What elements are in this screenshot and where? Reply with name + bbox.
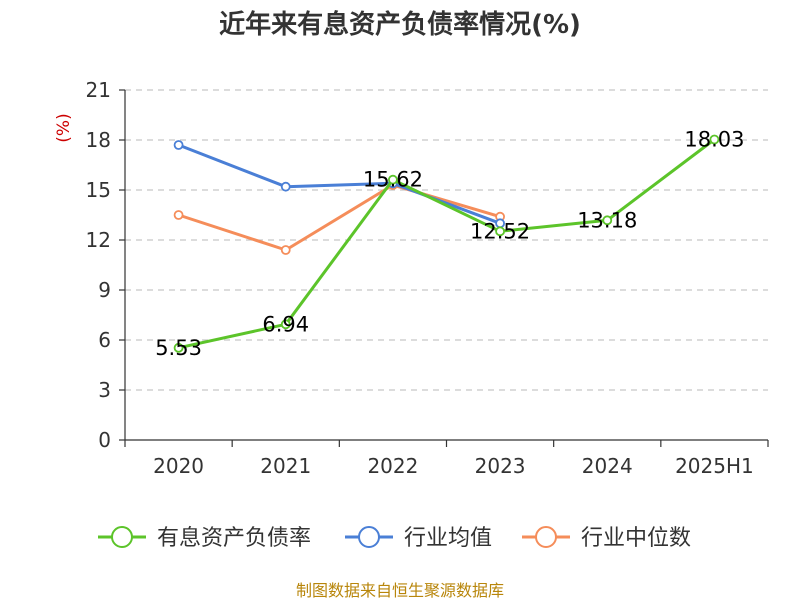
x-tick-label: 2021 [260, 454, 311, 478]
y-tick-label: 15 [86, 178, 111, 202]
data-point [173, 210, 184, 220]
data-label: 13.18 [577, 208, 637, 232]
source-footer: 制图数据来自恒生聚源数据库 [295, 581, 504, 600]
legend-item-2[interactable]: 行业中位数 [522, 526, 691, 551]
data-label: 12.52 [470, 219, 530, 243]
y-unit-label: (%) [54, 113, 74, 142]
grid-lines [125, 89, 768, 391]
y-tick-label: 21 [86, 78, 111, 102]
y-tick-label: 12 [86, 228, 111, 252]
y-tick-label: 6 [98, 328, 111, 352]
y-tick-label: 3 [98, 378, 111, 402]
x-tick-label: 2022 [367, 454, 418, 478]
data-point [280, 245, 291, 255]
data-point [388, 174, 398, 185]
data-point [280, 181, 291, 192]
y-tick-label: 18 [86, 128, 111, 152]
x-tick-label: 2023 [475, 454, 526, 478]
data-labels: 5.53 6.94 15.62 12.52 13.18 18.03 [155, 128, 744, 360]
legend-marker [111, 526, 133, 548]
legend-label: 有息资产负债率 [157, 526, 311, 551]
data-point [280, 319, 291, 330]
legend-item-1[interactable]: 行业均值 [345, 526, 492, 551]
data-point [602, 215, 613, 226]
y-tick-label: 0 [98, 428, 111, 452]
data-label: 5.53 [155, 336, 202, 360]
legend-marker [535, 526, 557, 548]
axes: 0 3 6 9 12 15 18 21 2020 2021 2022 2023 2024 2025H1 [86, 78, 769, 478]
legend-item-0[interactable]: 有息资产负债率 [98, 526, 311, 551]
data-point [495, 226, 505, 237]
legend-marker [358, 526, 380, 548]
x-tick-label: 2020 [153, 454, 204, 478]
chart-title: 近年来有息资产负债率情况(%) [219, 10, 581, 40]
x-tick-label: 2024 [582, 454, 633, 478]
series-lines [173, 134, 720, 353]
legend[interactable]: 有息资产负债率 行业均值 行业中位数 [98, 526, 691, 551]
data-label: 15.62 [363, 168, 423, 192]
x-tick-label: 2025H1 [675, 454, 754, 478]
data-label: 6.94 [262, 312, 309, 336]
series-line-1 [178, 143, 501, 225]
data-point [173, 342, 184, 353]
series-line-2 [178, 183, 501, 252]
y-tick-label: 9 [98, 278, 111, 302]
data-label: 18.03 [684, 128, 744, 152]
legend-label: 行业均值 [404, 526, 492, 551]
data-point [173, 140, 184, 150]
legend-label: 行业中位数 [581, 526, 691, 551]
series-line-0 [178, 138, 716, 350]
data-point [709, 134, 720, 145]
